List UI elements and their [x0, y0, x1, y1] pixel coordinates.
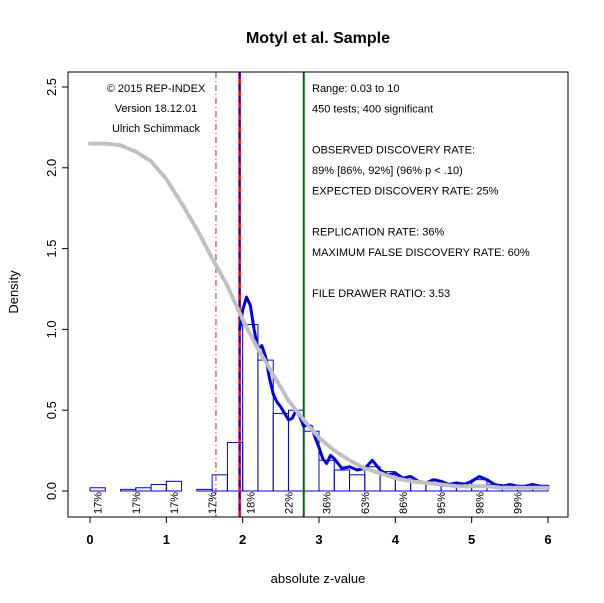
power-label-3: 17% [207, 492, 219, 514]
x-tick-label-4: 4 [392, 532, 400, 547]
statistics-line-1: 450 tests; 400 significant [312, 104, 433, 116]
statistics-line-7: REPLICATION RATE: 36% [312, 227, 444, 239]
x-tick-label-1: 1 [163, 532, 170, 547]
density-curves [88, 141, 550, 490]
histogram-bar-7 [196, 488, 213, 492]
histogram-bar-12 [272, 412, 289, 492]
power-label-8: 86% [398, 492, 410, 514]
x-tick-label-0: 0 [86, 532, 93, 547]
y-tick-label-1: 0.5 [44, 401, 59, 419]
histogram-bar-4 [150, 484, 167, 492]
power-label-9: 95% [436, 492, 448, 514]
x-tick-label-6: 6 [544, 532, 551, 547]
histogram-bar-16 [333, 469, 351, 492]
y-tick-label-0: 0.0 [44, 482, 59, 500]
statistics-block: Range: 0.03 to 10 450 tests; 400 signific… [312, 83, 530, 300]
power-label-0: 17% [93, 492, 105, 514]
power-label-1: 17% [131, 492, 143, 514]
histogram-bar-17 [349, 474, 366, 492]
y-axis: 0.0 0.5 1.0 1.5 2.0 2.5 [44, 78, 69, 500]
y-tick-label-4: 2.0 [44, 159, 59, 177]
histogram-bar-10 [242, 324, 259, 492]
power-labels: 17% 17% 17% 17% 18% 22% 36% 63% 86% 95% 98% 99% [93, 492, 525, 514]
power-label-2: 17% [169, 492, 181, 514]
histogram-bar-8 [211, 474, 228, 492]
copyright-line-2: Ulrich Schimmack [112, 123, 201, 135]
x-axis: 0 1 2 3 4 5 6 [86, 516, 552, 547]
power-label-10: 98% [474, 492, 486, 514]
power-label-11: 99% [513, 492, 525, 514]
power-label-5: 22% [284, 492, 296, 514]
x-tick-label-2: 2 [239, 532, 246, 547]
statistics-line-0: Range: 0.03 to 10 [312, 83, 399, 95]
y-tick-label-5: 2.5 [44, 78, 59, 96]
y-axis-label: Density [6, 270, 21, 314]
histogram-bar-2 [120, 488, 137, 492]
power-label-4: 18% [245, 492, 257, 514]
copyright-block: © 2015 REP-INDEX Version 18.12.01 Ulrich S… [107, 83, 206, 135]
histogram-bar-5 [165, 480, 183, 492]
y-tick-label-3: 1.5 [44, 240, 59, 258]
statistics-line-8: MAXIMUM FALSE DISCOVERY RATE: 60% [312, 247, 530, 259]
statistics-line-5: EXPECTED DISCOVERY RATE: 25% [312, 186, 499, 198]
power-label-7: 63% [360, 492, 372, 514]
y-tick-label-2: 1.0 [44, 320, 59, 338]
x-axis-label: absolute z-value [271, 571, 366, 586]
power-label-6: 36% [322, 492, 334, 514]
x-tick-label-3: 3 [315, 532, 322, 547]
copyright-line-0: © 2015 REP-INDEX [107, 83, 206, 95]
copyright-line-1: Version 18.12.01 [115, 103, 198, 115]
histogram-bar-3 [135, 487, 152, 492]
histogram [89, 324, 549, 492]
statistics-line-4: 89% [86%, 92%] (96% p < .10) [312, 165, 463, 177]
histogram-bar-0 [89, 487, 106, 492]
fitted-model-curve [88, 141, 550, 490]
x-tick-label-5: 5 [468, 532, 475, 547]
chart-title: Motyl et al. Sample [246, 30, 390, 47]
reference-lines [215, 72, 305, 517]
statistics-line-3: OBSERVED DISCOVERY RATE: [312, 145, 475, 157]
observed-density-curve [238, 295, 550, 488]
statistics-line-10: FILE DRAWER RATIO: 3.53 [312, 288, 450, 300]
